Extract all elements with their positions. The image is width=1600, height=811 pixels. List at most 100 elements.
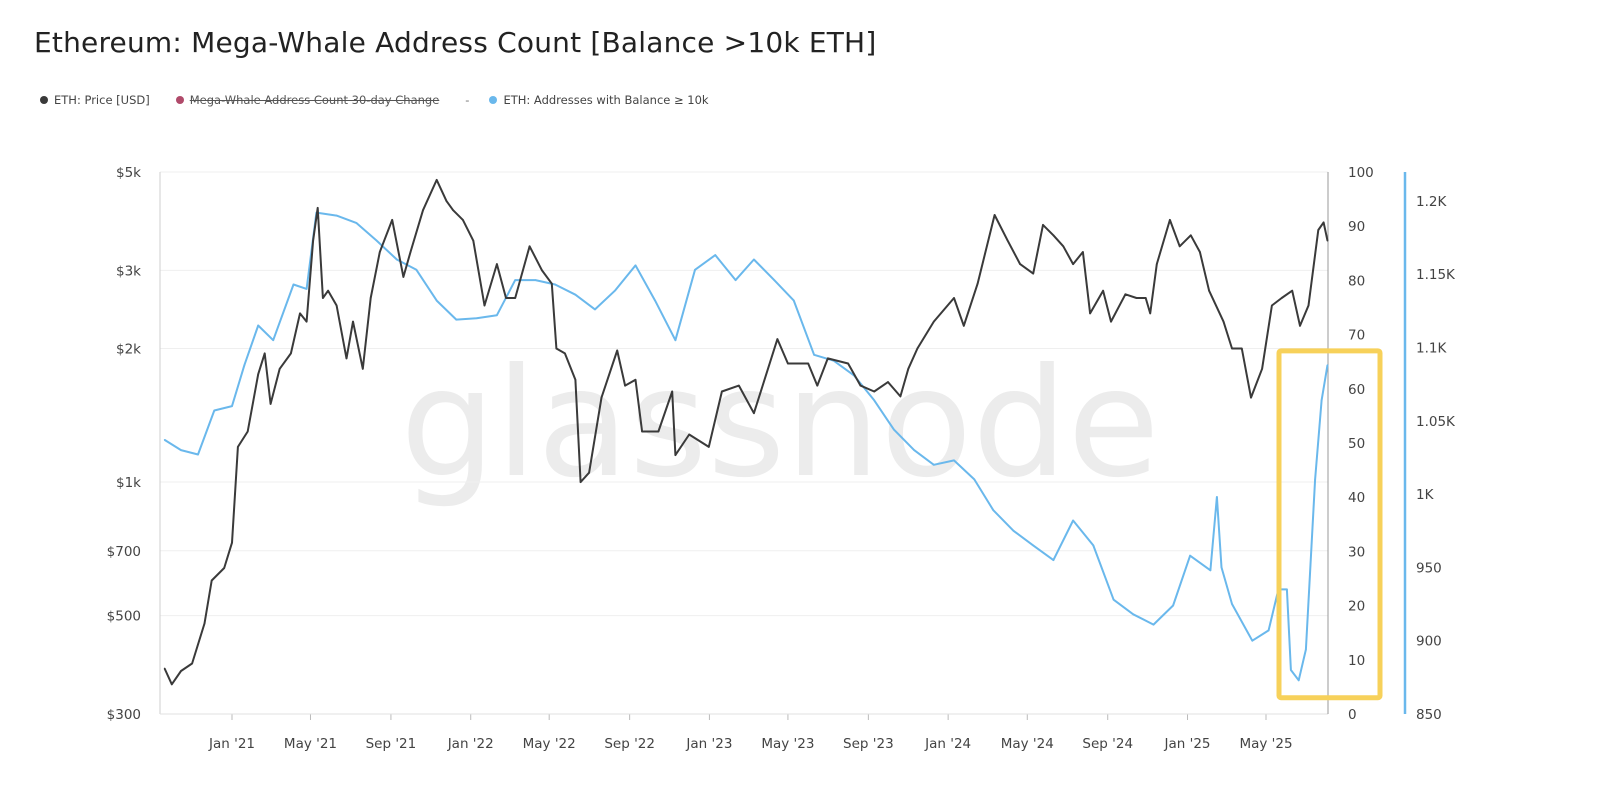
price-line-point bbox=[505, 297, 507, 299]
addresses-line-point bbox=[1216, 496, 1218, 498]
addresses-line-point bbox=[213, 409, 216, 412]
price-line-point bbox=[1291, 289, 1293, 292]
price-line-point bbox=[391, 219, 394, 221]
addresses-line-point bbox=[674, 339, 677, 341]
price-line-point bbox=[1250, 396, 1252, 399]
addresses-line-point bbox=[1152, 623, 1155, 626]
price-line-point bbox=[907, 368, 910, 370]
addresses-line-point bbox=[375, 239, 378, 242]
price-line-point bbox=[1241, 347, 1243, 350]
addresses-line-point bbox=[574, 293, 577, 296]
price-line-point bbox=[541, 269, 543, 272]
addresses-line-point bbox=[1209, 569, 1212, 572]
legend-label: ETH: Addresses with Balance ≥ 10k bbox=[503, 93, 709, 107]
price-line-point bbox=[278, 368, 281, 370]
price-line-point bbox=[1326, 239, 1329, 242]
addresses-line-point bbox=[1305, 648, 1307, 651]
legend-item-30day-change[interactable]: Mega-Whale Address Count 30-day Change bbox=[175, 93, 439, 107]
addresses-line-point bbox=[1032, 544, 1034, 547]
y-left-tick-label: $1k bbox=[116, 475, 141, 491]
y-right-tick-label: 1.2K bbox=[1416, 194, 1447, 210]
price-line-point bbox=[1149, 312, 1152, 315]
price-line-point bbox=[1199, 251, 1201, 253]
price-line-point bbox=[1169, 219, 1171, 221]
legend-item-addresses[interactable]: ETH: Addresses with Balance ≥ 10k bbox=[489, 93, 709, 107]
y-mid-tick-label: 100 bbox=[1348, 165, 1374, 181]
price-line-point bbox=[616, 349, 619, 352]
addresses-line-point bbox=[335, 214, 338, 217]
addresses-line-point bbox=[634, 264, 637, 267]
price-line-point bbox=[1271, 304, 1273, 307]
y-mid-tick-label: 30 bbox=[1348, 544, 1365, 560]
addresses-line-point bbox=[654, 299, 656, 302]
price-line-point bbox=[1178, 245, 1181, 248]
y-right-tick-label: 1K bbox=[1416, 487, 1435, 503]
price-line-point bbox=[963, 325, 965, 327]
y-left-tick-label: $700 bbox=[107, 544, 141, 560]
price-line-point bbox=[462, 219, 464, 221]
addresses-line-point bbox=[231, 405, 233, 407]
legend-dot-icon bbox=[40, 96, 48, 104]
addresses-line-point bbox=[594, 308, 596, 311]
addresses-line-point bbox=[435, 299, 438, 302]
price-line-point bbox=[290, 352, 292, 355]
addresses-line-point bbox=[163, 439, 166, 441]
price-line-point bbox=[322, 297, 324, 299]
price-line-point bbox=[269, 403, 272, 405]
price-line-point bbox=[305, 320, 308, 323]
price-line-point bbox=[1042, 224, 1044, 226]
price-line-point bbox=[483, 304, 486, 307]
x-tick-label: Jan '24 bbox=[924, 736, 971, 752]
price-line-point bbox=[1261, 368, 1263, 370]
price-line-point bbox=[472, 239, 475, 242]
addresses-line-point bbox=[272, 339, 275, 341]
price-line-point bbox=[191, 662, 193, 665]
price-line-point bbox=[316, 207, 319, 209]
price-line-point bbox=[657, 430, 660, 433]
price-line-point bbox=[579, 481, 582, 483]
x-tick-label: May '24 bbox=[1001, 736, 1054, 752]
price-line-point bbox=[887, 381, 889, 383]
x-tick-label: May '25 bbox=[1239, 736, 1292, 752]
price-line-point bbox=[1124, 293, 1127, 296]
y-right-tick-label: 1.15K bbox=[1416, 267, 1456, 283]
addresses-line-point bbox=[1286, 588, 1288, 591]
addresses-line-point bbox=[773, 279, 775, 281]
y-left-tick-label: $5k bbox=[116, 165, 141, 181]
price-line-point bbox=[445, 200, 448, 202]
price-line-point bbox=[1072, 263, 1074, 265]
price-line-point bbox=[688, 433, 690, 436]
addresses-line-point bbox=[992, 509, 995, 512]
price-line-point bbox=[496, 263, 498, 265]
price-line-point bbox=[528, 245, 531, 248]
y-right-tick-label: 1.1K bbox=[1416, 341, 1447, 357]
price-line-point bbox=[203, 622, 206, 625]
y-right-tick-label: 850 bbox=[1416, 707, 1442, 723]
addresses-line-point bbox=[1092, 544, 1095, 547]
legend-item-price[interactable]: ETH: Price [USD] bbox=[40, 93, 150, 107]
price-line-point bbox=[1144, 297, 1147, 299]
price-line-point bbox=[1189, 234, 1192, 237]
price-line-point bbox=[641, 430, 643, 433]
price-line-point bbox=[1006, 239, 1009, 242]
price-line-point bbox=[1019, 263, 1021, 265]
y-mid-tick-label: 90 bbox=[1348, 219, 1365, 235]
addresses-line-point bbox=[475, 317, 478, 319]
price-line-point bbox=[435, 179, 438, 181]
addresses-line-point bbox=[1072, 519, 1074, 522]
price-line-point bbox=[1062, 245, 1065, 248]
price-line-point bbox=[574, 379, 577, 381]
addresses-line-point bbox=[1326, 364, 1329, 366]
y-mid-tick-label: 0 bbox=[1348, 707, 1357, 723]
addresses-line-point bbox=[1314, 478, 1316, 481]
addresses-line-point bbox=[1132, 613, 1135, 616]
legend-dot-icon bbox=[175, 96, 184, 104]
price-line-point bbox=[352, 320, 354, 323]
addresses-line-point bbox=[1189, 554, 1191, 557]
price-line-point bbox=[1089, 312, 1091, 315]
addresses-line-point bbox=[953, 459, 955, 462]
price-line-point bbox=[1280, 297, 1283, 299]
price-line-point bbox=[1155, 263, 1158, 265]
addresses-line-point bbox=[734, 279, 737, 281]
price-line-point bbox=[327, 289, 329, 292]
